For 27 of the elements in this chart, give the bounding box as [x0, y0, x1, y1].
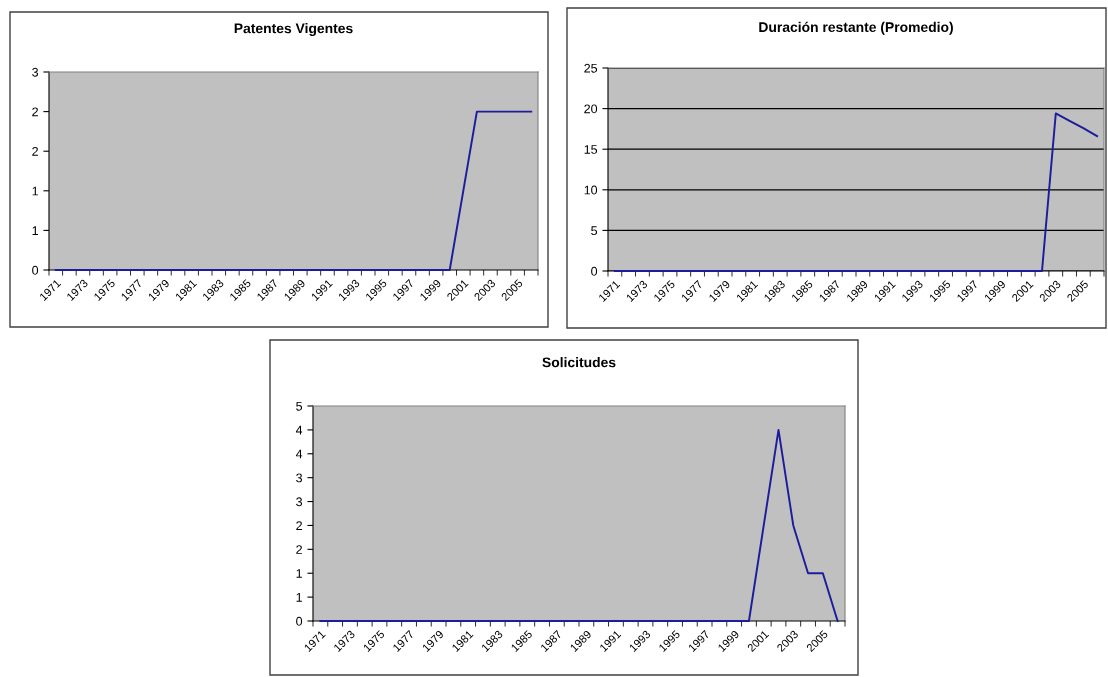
y-tick-label: 2	[296, 545, 302, 554]
y-tick-label: 0	[591, 266, 598, 276]
y-tick-label: 15	[584, 145, 598, 154]
y-tick-label: 1	[296, 569, 302, 578]
y-tick-label: 1	[296, 593, 302, 602]
y-tick-label: 4	[295, 449, 303, 459]
chart-title: Patentes Vigentes	[234, 23, 353, 37]
y-tick-label: 2	[296, 521, 302, 530]
y-tick-label: 20	[584, 104, 598, 114]
y-tick-label: 2	[32, 107, 38, 117]
y-tick-label: 2	[32, 147, 38, 156]
chart-title: Solicitudes	[542, 357, 616, 368]
line-series	[613, 112, 1099, 272]
y-tick-label: 25	[584, 63, 598, 73]
y-tick-label: 5	[296, 401, 303, 411]
y-tick-label: 3	[296, 473, 303, 483]
y-tick-label: 0	[296, 616, 303, 626]
y-tick-label: 3	[296, 497, 303, 507]
chart-title: Duración restante (Promedio)	[759, 21, 953, 35]
y-tick-label: 0	[32, 265, 39, 275]
y-tick-label: 3	[32, 67, 39, 77]
y-tick-label: 1	[32, 186, 38, 196]
line-series	[319, 428, 839, 622]
y-tick-label: 1	[32, 226, 38, 235]
y-tick-label: 5	[591, 226, 598, 236]
y-tick-label: 4	[295, 425, 303, 435]
y-tick-label: 10	[584, 185, 598, 195]
